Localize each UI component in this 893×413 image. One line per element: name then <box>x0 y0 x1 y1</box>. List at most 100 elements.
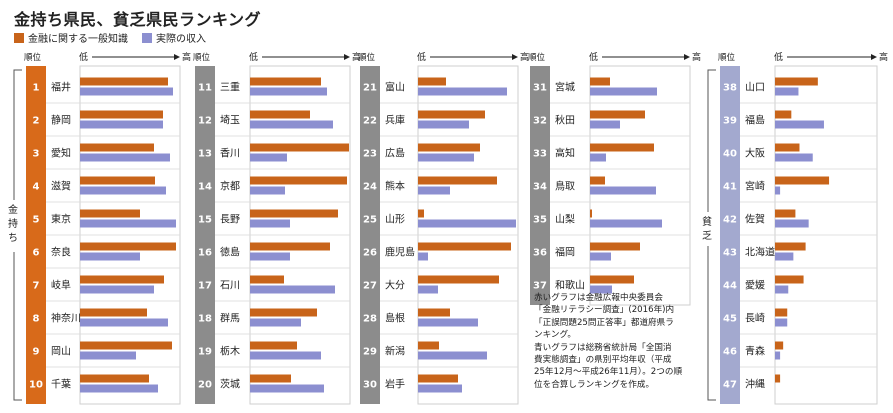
rank-number: 25 <box>363 215 377 226</box>
pref-label: 秋田 <box>555 114 575 127</box>
page-title: 金持ち県民、貧乏県民ランキング <box>14 10 262 29</box>
bar-income <box>418 384 462 393</box>
bar-income <box>80 384 158 393</box>
bar-income <box>80 87 173 96</box>
pref-label: 静岡 <box>51 114 71 127</box>
bar-knowledge <box>80 209 140 218</box>
bar-income <box>418 87 507 96</box>
axis-low-label: 低 <box>417 51 426 63</box>
bar-income <box>775 318 788 327</box>
rank-number: 37 <box>533 281 547 292</box>
rank-number: 19 <box>198 347 212 358</box>
pref-label: 兵庫 <box>385 114 405 127</box>
rank-number: 35 <box>533 215 547 226</box>
rank-number: 20 <box>198 380 212 391</box>
bar-income <box>80 351 136 360</box>
note-line: 「金融リテラシー調査」(2016年)内 <box>534 305 675 316</box>
bar-knowledge <box>250 341 297 350</box>
axis-low-label: 低 <box>249 51 258 63</box>
bar-knowledge <box>80 374 149 383</box>
bar-knowledge <box>80 341 172 350</box>
pref-label: 栃木 <box>220 345 240 358</box>
rank-number: 14 <box>198 182 212 193</box>
pref-label: 長野 <box>220 214 240 226</box>
bar-knowledge <box>250 209 338 218</box>
rich-group-label: 金 <box>8 203 18 216</box>
bar-income <box>250 87 327 96</box>
bar-knowledge <box>418 143 480 152</box>
pref-label: 福岡 <box>555 246 575 259</box>
bar-income <box>590 153 606 162</box>
axis-high-label: 高 <box>692 51 701 63</box>
bar-knowledge <box>775 308 788 317</box>
note-line: ンキング。 <box>534 330 577 341</box>
pref-label: 宮崎 <box>745 180 765 193</box>
bar-income <box>250 384 324 393</box>
bar-income <box>775 285 789 294</box>
poor-label-bg <box>698 212 716 246</box>
legend-swatch-knowledge <box>14 32 24 43</box>
rich-group-label: 持 <box>8 217 18 230</box>
bar-knowledge <box>418 341 439 350</box>
bar-knowledge <box>80 110 163 119</box>
bar-knowledge <box>250 275 284 284</box>
pref-label: 岡山 <box>51 346 71 358</box>
legend: 金融に関する一般知識 実際の収入 <box>14 30 206 45</box>
rank-number: 12 <box>198 116 212 127</box>
legend-item-income: 実際の収入 <box>142 30 206 45</box>
bar-knowledge <box>250 308 317 317</box>
bar-knowledge <box>775 374 781 383</box>
rank-number: 7 <box>33 281 40 292</box>
bar-knowledge <box>418 77 446 86</box>
note-line: 費実態調査」の県別平均年収（平成 <box>534 355 672 366</box>
pref-label: 愛媛 <box>745 279 765 292</box>
bar-income <box>590 87 657 96</box>
axis-arrow-head <box>344 54 350 60</box>
pref-label: 千葉 <box>51 378 71 391</box>
bar-income <box>418 252 428 261</box>
pref-label: 和歌山 <box>555 279 585 292</box>
pref-label: 長崎 <box>745 312 765 325</box>
bar-income <box>250 153 287 162</box>
plot-frame <box>589 65 691 306</box>
axis-low-label: 低 <box>79 51 88 63</box>
bar-income <box>80 120 163 129</box>
bar-income <box>590 120 620 129</box>
rank-number: 13 <box>198 149 212 160</box>
bar-knowledge <box>590 209 592 218</box>
axis-high-label: 高 <box>879 51 888 63</box>
rank-number: 31 <box>533 83 547 94</box>
note-line: 青いグラフは総務省統計局「全国消 <box>534 342 672 353</box>
rank-number: 32 <box>533 116 547 127</box>
bar-income <box>418 120 469 129</box>
rank-number: 22 <box>363 116 377 127</box>
bar-knowledge <box>775 341 784 350</box>
pref-label: 愛知 <box>51 147 71 160</box>
pref-label: 埼玉 <box>220 114 240 127</box>
pref-label: 佐賀 <box>745 214 765 226</box>
rank-number: 4 <box>33 182 40 193</box>
poor-group-label: 貧 <box>702 215 712 228</box>
rank-header: 順位 <box>24 52 42 63</box>
bar-knowledge <box>590 143 654 152</box>
bar-knowledge <box>418 275 499 284</box>
rank-number: 24 <box>363 182 377 193</box>
bar-knowledge <box>250 242 330 251</box>
axis-high-label: 高 <box>352 51 361 63</box>
bar-knowledge <box>590 176 605 185</box>
bar-knowledge <box>418 209 424 218</box>
bar-income <box>418 153 474 162</box>
pref-label: 熊本 <box>385 180 405 193</box>
bar-income <box>590 252 611 261</box>
bar-income <box>418 285 438 294</box>
axis-high-label: 高 <box>520 51 529 63</box>
bar-income <box>775 120 824 129</box>
bar-knowledge <box>775 77 818 86</box>
bar-income <box>418 186 450 195</box>
bar-income <box>250 186 285 195</box>
rank-number: 23 <box>363 149 377 160</box>
axis-low-label: 低 <box>774 51 783 63</box>
bar-income <box>250 318 301 327</box>
bar-knowledge <box>80 308 147 317</box>
rank-number: 8 <box>33 314 40 325</box>
